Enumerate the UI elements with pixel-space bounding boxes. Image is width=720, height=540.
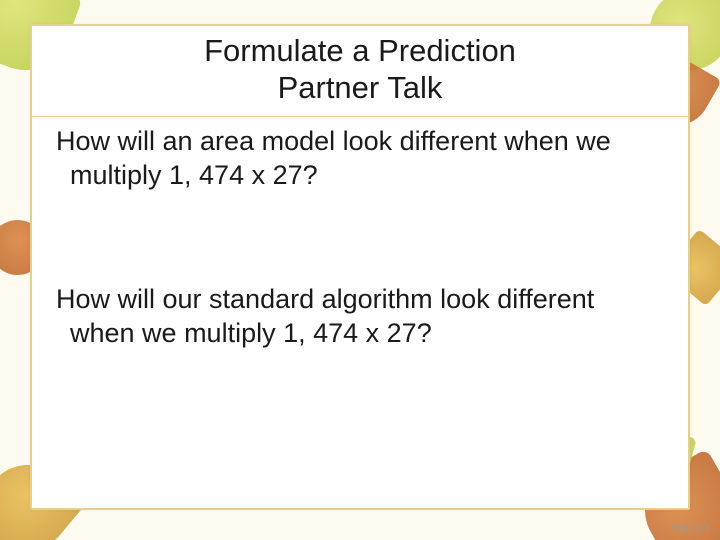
- question-2: How will our standard algorithm look dif…: [68, 283, 666, 351]
- title-line-2: Partner Talk: [52, 69, 668, 106]
- title-line-1: Formulate a Prediction: [52, 32, 668, 69]
- question-1: How will an area model look different wh…: [68, 125, 666, 193]
- body-block: How will an area model look different wh…: [32, 117, 688, 350]
- slide-card: Formulate a Prediction Partner Talk How …: [30, 24, 690, 510]
- watermark-text: fppt.com: [672, 523, 710, 534]
- title-block: Formulate a Prediction Partner Talk: [32, 26, 688, 116]
